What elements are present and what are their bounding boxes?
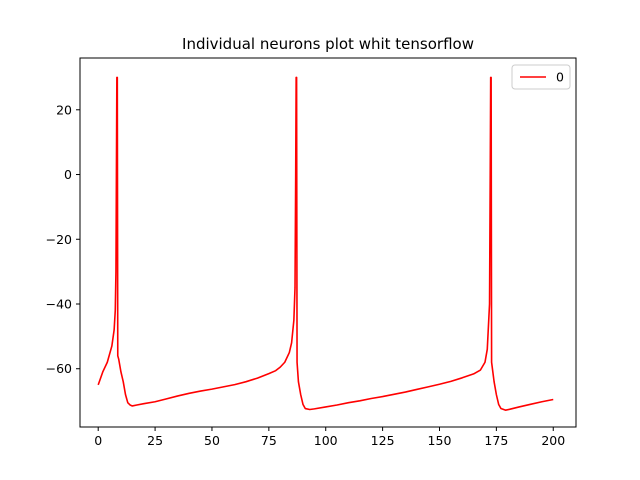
legend-label: 0 bbox=[556, 70, 564, 85]
plot-area bbox=[97, 76, 554, 411]
legend: 0 bbox=[511, 64, 571, 90]
y-tick-label: 0 bbox=[64, 167, 72, 182]
y-tick-label: −60 bbox=[46, 361, 72, 376]
x-tick-label: 75 bbox=[261, 433, 277, 448]
x-tick-label: 150 bbox=[428, 433, 452, 448]
axes-frame bbox=[79, 57, 577, 428]
x-tick-label: 200 bbox=[541, 433, 565, 448]
x-tick-label: 125 bbox=[371, 433, 395, 448]
series-line-0 bbox=[97, 76, 554, 411]
x-tick-label: 175 bbox=[484, 433, 508, 448]
x-tick-label: 100 bbox=[314, 433, 338, 448]
chart-title: Individual neurons plot whit tensorflow bbox=[182, 35, 474, 53]
x-tick-label: 25 bbox=[147, 433, 163, 448]
x-axis: 0 25 50 75 100 125 150 175 200 bbox=[94, 427, 565, 448]
y-axis: −60 −40 −20 0 20 bbox=[46, 102, 80, 376]
x-tick-label: 0 bbox=[94, 433, 102, 448]
y-tick-label: −40 bbox=[46, 297, 72, 312]
y-tick-label: −20 bbox=[46, 232, 72, 247]
x-tick-label: 50 bbox=[204, 433, 220, 448]
y-tick-label: 20 bbox=[56, 102, 72, 117]
